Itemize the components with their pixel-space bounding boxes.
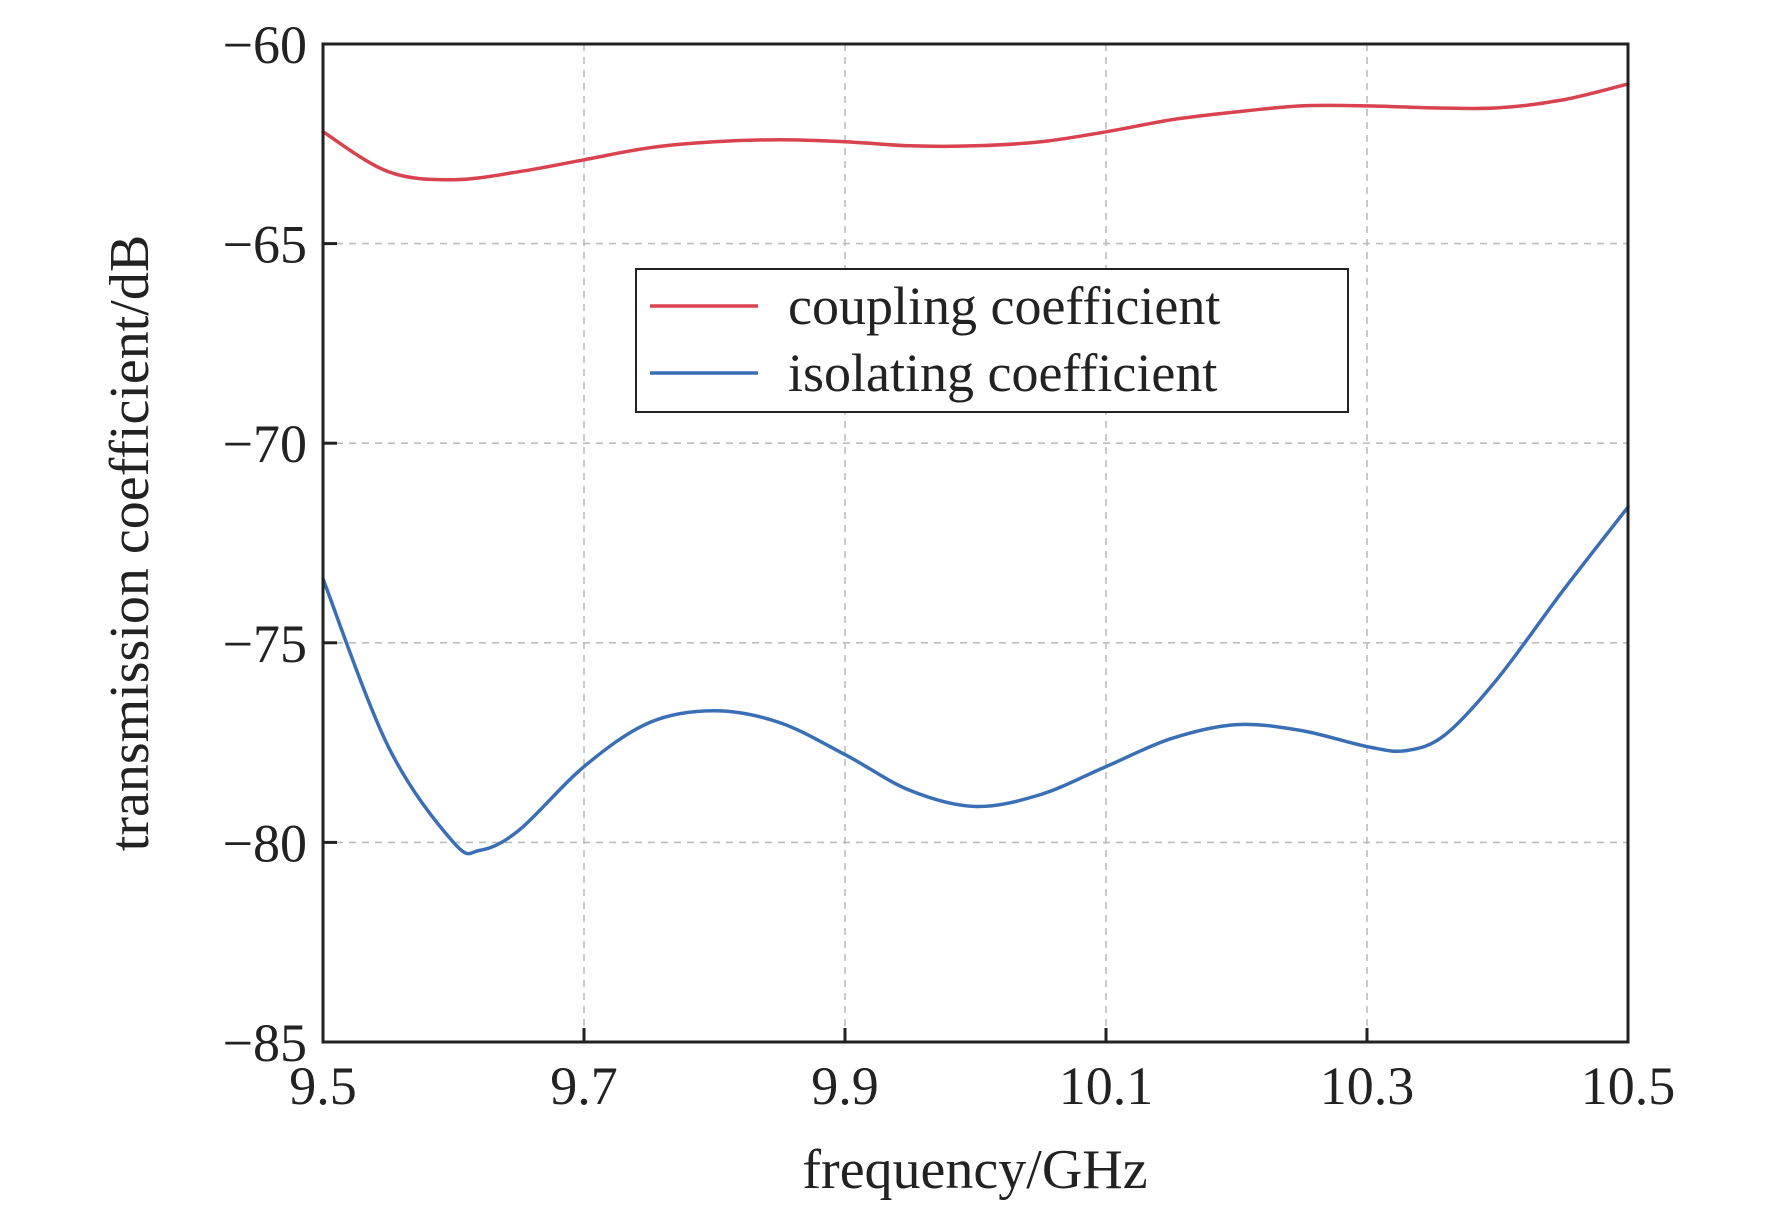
y-axis-title: transmission coefficient/dB [99,235,161,851]
legend: coupling coefficient isolating coefficie… [635,268,1349,413]
legend-label-coupling: coupling coefficient [788,276,1220,336]
y-tick-label: −85 [223,1013,307,1073]
plot-frame [321,42,1630,1044]
x-axis-title: frequency/GHz [802,1139,1147,1201]
legend-label-isolating: isolating coefficient [788,343,1217,403]
y-tick-label: −60 [223,15,307,75]
series-line-coupling [321,82,1630,182]
y-tick-label: −80 [223,813,307,873]
series-line-isolating [321,505,1630,856]
y-tick-label: −65 [223,215,307,275]
axis-ticks: 9.5 9.7 9.9 10.1 10.3 10.5 −60 −65 −70 −75 −80 −85 [223,15,1676,1116]
series-lines [321,82,1630,856]
y-tick-label: −75 [223,614,307,674]
x-tick-label: 9.9 [811,1056,879,1116]
y-tick-label: −70 [223,414,307,474]
grid [323,44,1628,1042]
x-tick-label: 10.1 [1059,1056,1154,1116]
x-tick-label: 10.5 [1581,1056,1676,1116]
x-tick-label: 10.3 [1320,1056,1415,1116]
x-tick-label: 9.7 [550,1056,618,1116]
x-tick-label: 9.5 [289,1056,357,1116]
legend-box [635,268,1349,413]
